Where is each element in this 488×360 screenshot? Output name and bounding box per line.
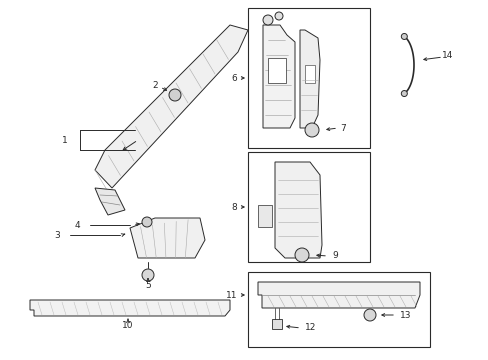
Circle shape xyxy=(401,90,407,96)
Bar xyxy=(258,205,271,227)
Polygon shape xyxy=(274,162,321,258)
Circle shape xyxy=(274,12,283,20)
Polygon shape xyxy=(258,282,419,308)
Text: 6: 6 xyxy=(231,73,237,82)
Bar xyxy=(247,272,429,347)
Circle shape xyxy=(169,89,181,101)
Text: 7: 7 xyxy=(339,123,345,132)
Polygon shape xyxy=(30,300,229,316)
Circle shape xyxy=(142,269,154,281)
Circle shape xyxy=(305,123,318,137)
Bar xyxy=(305,65,314,83)
Text: 13: 13 xyxy=(399,310,411,320)
Text: 14: 14 xyxy=(442,50,453,59)
Bar xyxy=(247,8,369,148)
Text: 11: 11 xyxy=(225,291,237,300)
Text: 10: 10 xyxy=(122,321,134,330)
Text: 12: 12 xyxy=(305,324,316,333)
Circle shape xyxy=(263,15,272,25)
Polygon shape xyxy=(130,218,204,258)
Circle shape xyxy=(363,309,375,321)
Polygon shape xyxy=(95,25,247,188)
Bar xyxy=(247,152,369,262)
Text: 9: 9 xyxy=(331,252,337,261)
Bar xyxy=(267,58,285,83)
Text: 1: 1 xyxy=(62,135,68,144)
Polygon shape xyxy=(299,30,319,128)
Circle shape xyxy=(294,248,308,262)
Text: 4: 4 xyxy=(74,220,80,230)
Polygon shape xyxy=(263,25,294,128)
Text: 2: 2 xyxy=(152,81,158,90)
Text: 8: 8 xyxy=(231,202,237,212)
Circle shape xyxy=(142,217,152,227)
Text: 5: 5 xyxy=(145,282,151,291)
Text: 3: 3 xyxy=(54,230,60,239)
Bar xyxy=(271,319,282,329)
Circle shape xyxy=(401,33,407,40)
Polygon shape xyxy=(95,188,125,215)
